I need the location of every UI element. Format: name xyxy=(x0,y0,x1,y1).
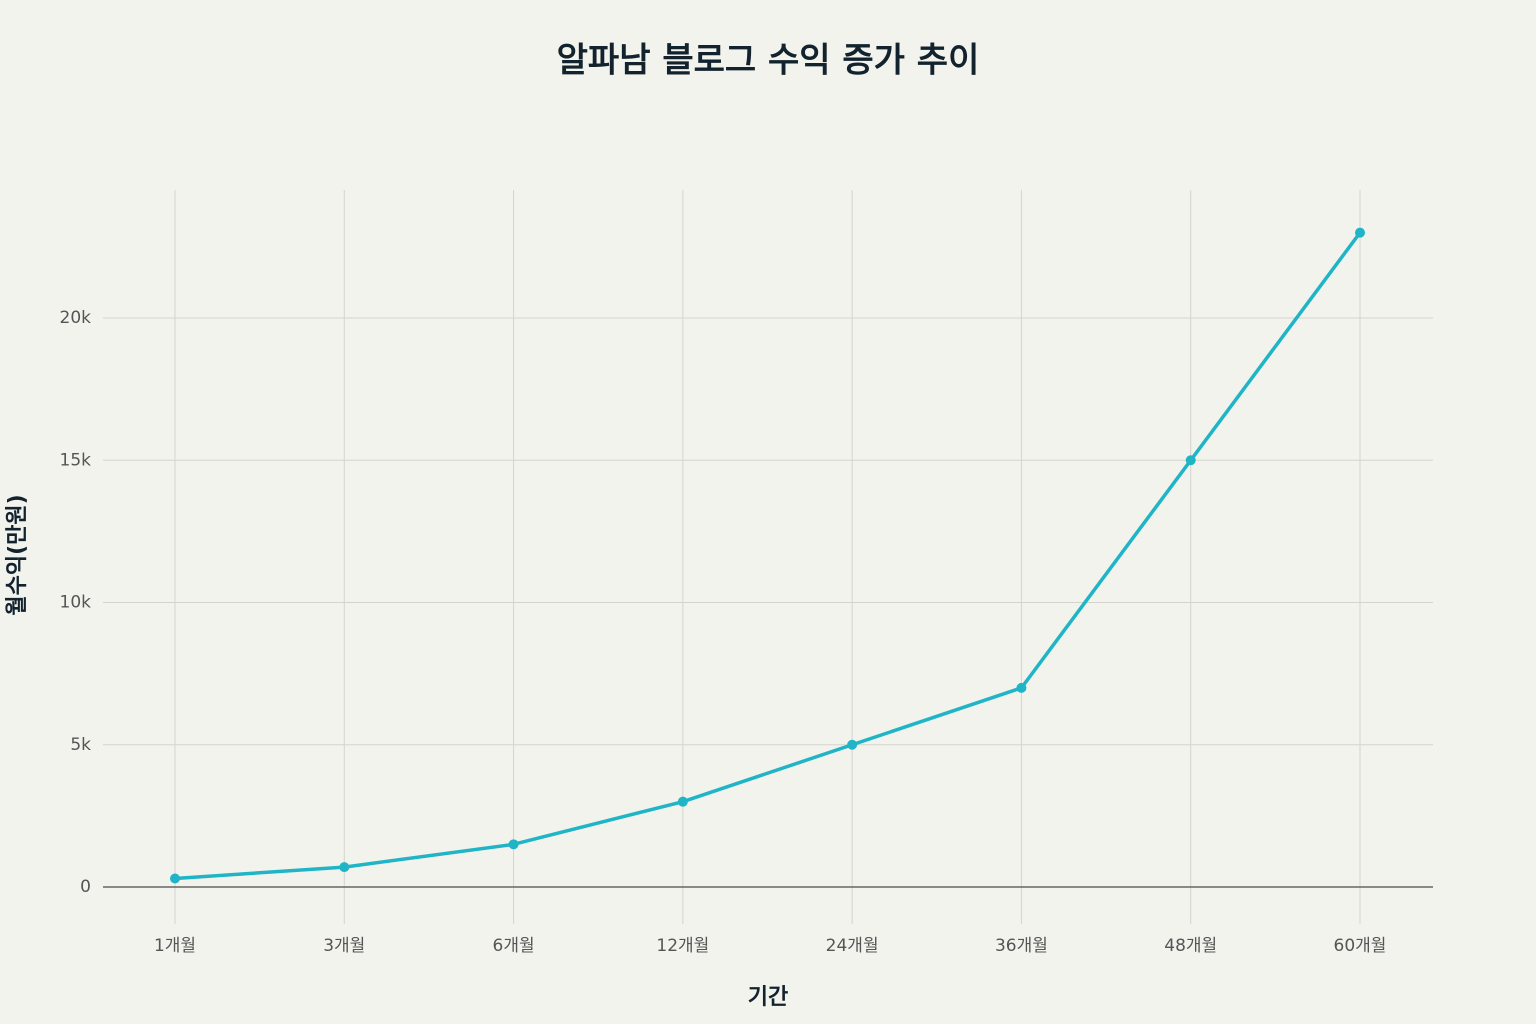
line xyxy=(174,231,1362,881)
x-tick-label: 6개월 xyxy=(493,936,535,956)
x-tick-label: 36개월 xyxy=(995,936,1048,956)
point xyxy=(339,862,350,873)
x-axis-title: 기간 xyxy=(748,985,788,1010)
y-tick-label: 10k xyxy=(60,593,92,613)
point xyxy=(1185,455,1196,466)
x-tick-label: 60개월 xyxy=(1334,936,1387,956)
chart-title: 알파남 블로그 수익 증가 추이 xyxy=(557,41,980,81)
x-tick-label: 48개월 xyxy=(1164,936,1217,956)
x-tick-label: 24개월 xyxy=(826,936,879,956)
y-tick-label: 5k xyxy=(70,735,91,755)
point xyxy=(677,796,688,807)
y-tick-label: 20k xyxy=(60,308,92,328)
point xyxy=(847,739,858,750)
x-tick-label: 1개월 xyxy=(154,936,196,956)
point xyxy=(1016,682,1027,693)
point xyxy=(170,873,180,884)
x-tick-label: 12개월 xyxy=(656,936,709,956)
y-tick-label: 15k xyxy=(60,450,92,470)
x-tick-label: 3개월 xyxy=(323,936,365,956)
point xyxy=(508,839,519,850)
y-axis-title: 월수익(만원) xyxy=(5,494,30,615)
point xyxy=(1355,227,1365,238)
y-tick-label: 0 xyxy=(80,877,91,897)
